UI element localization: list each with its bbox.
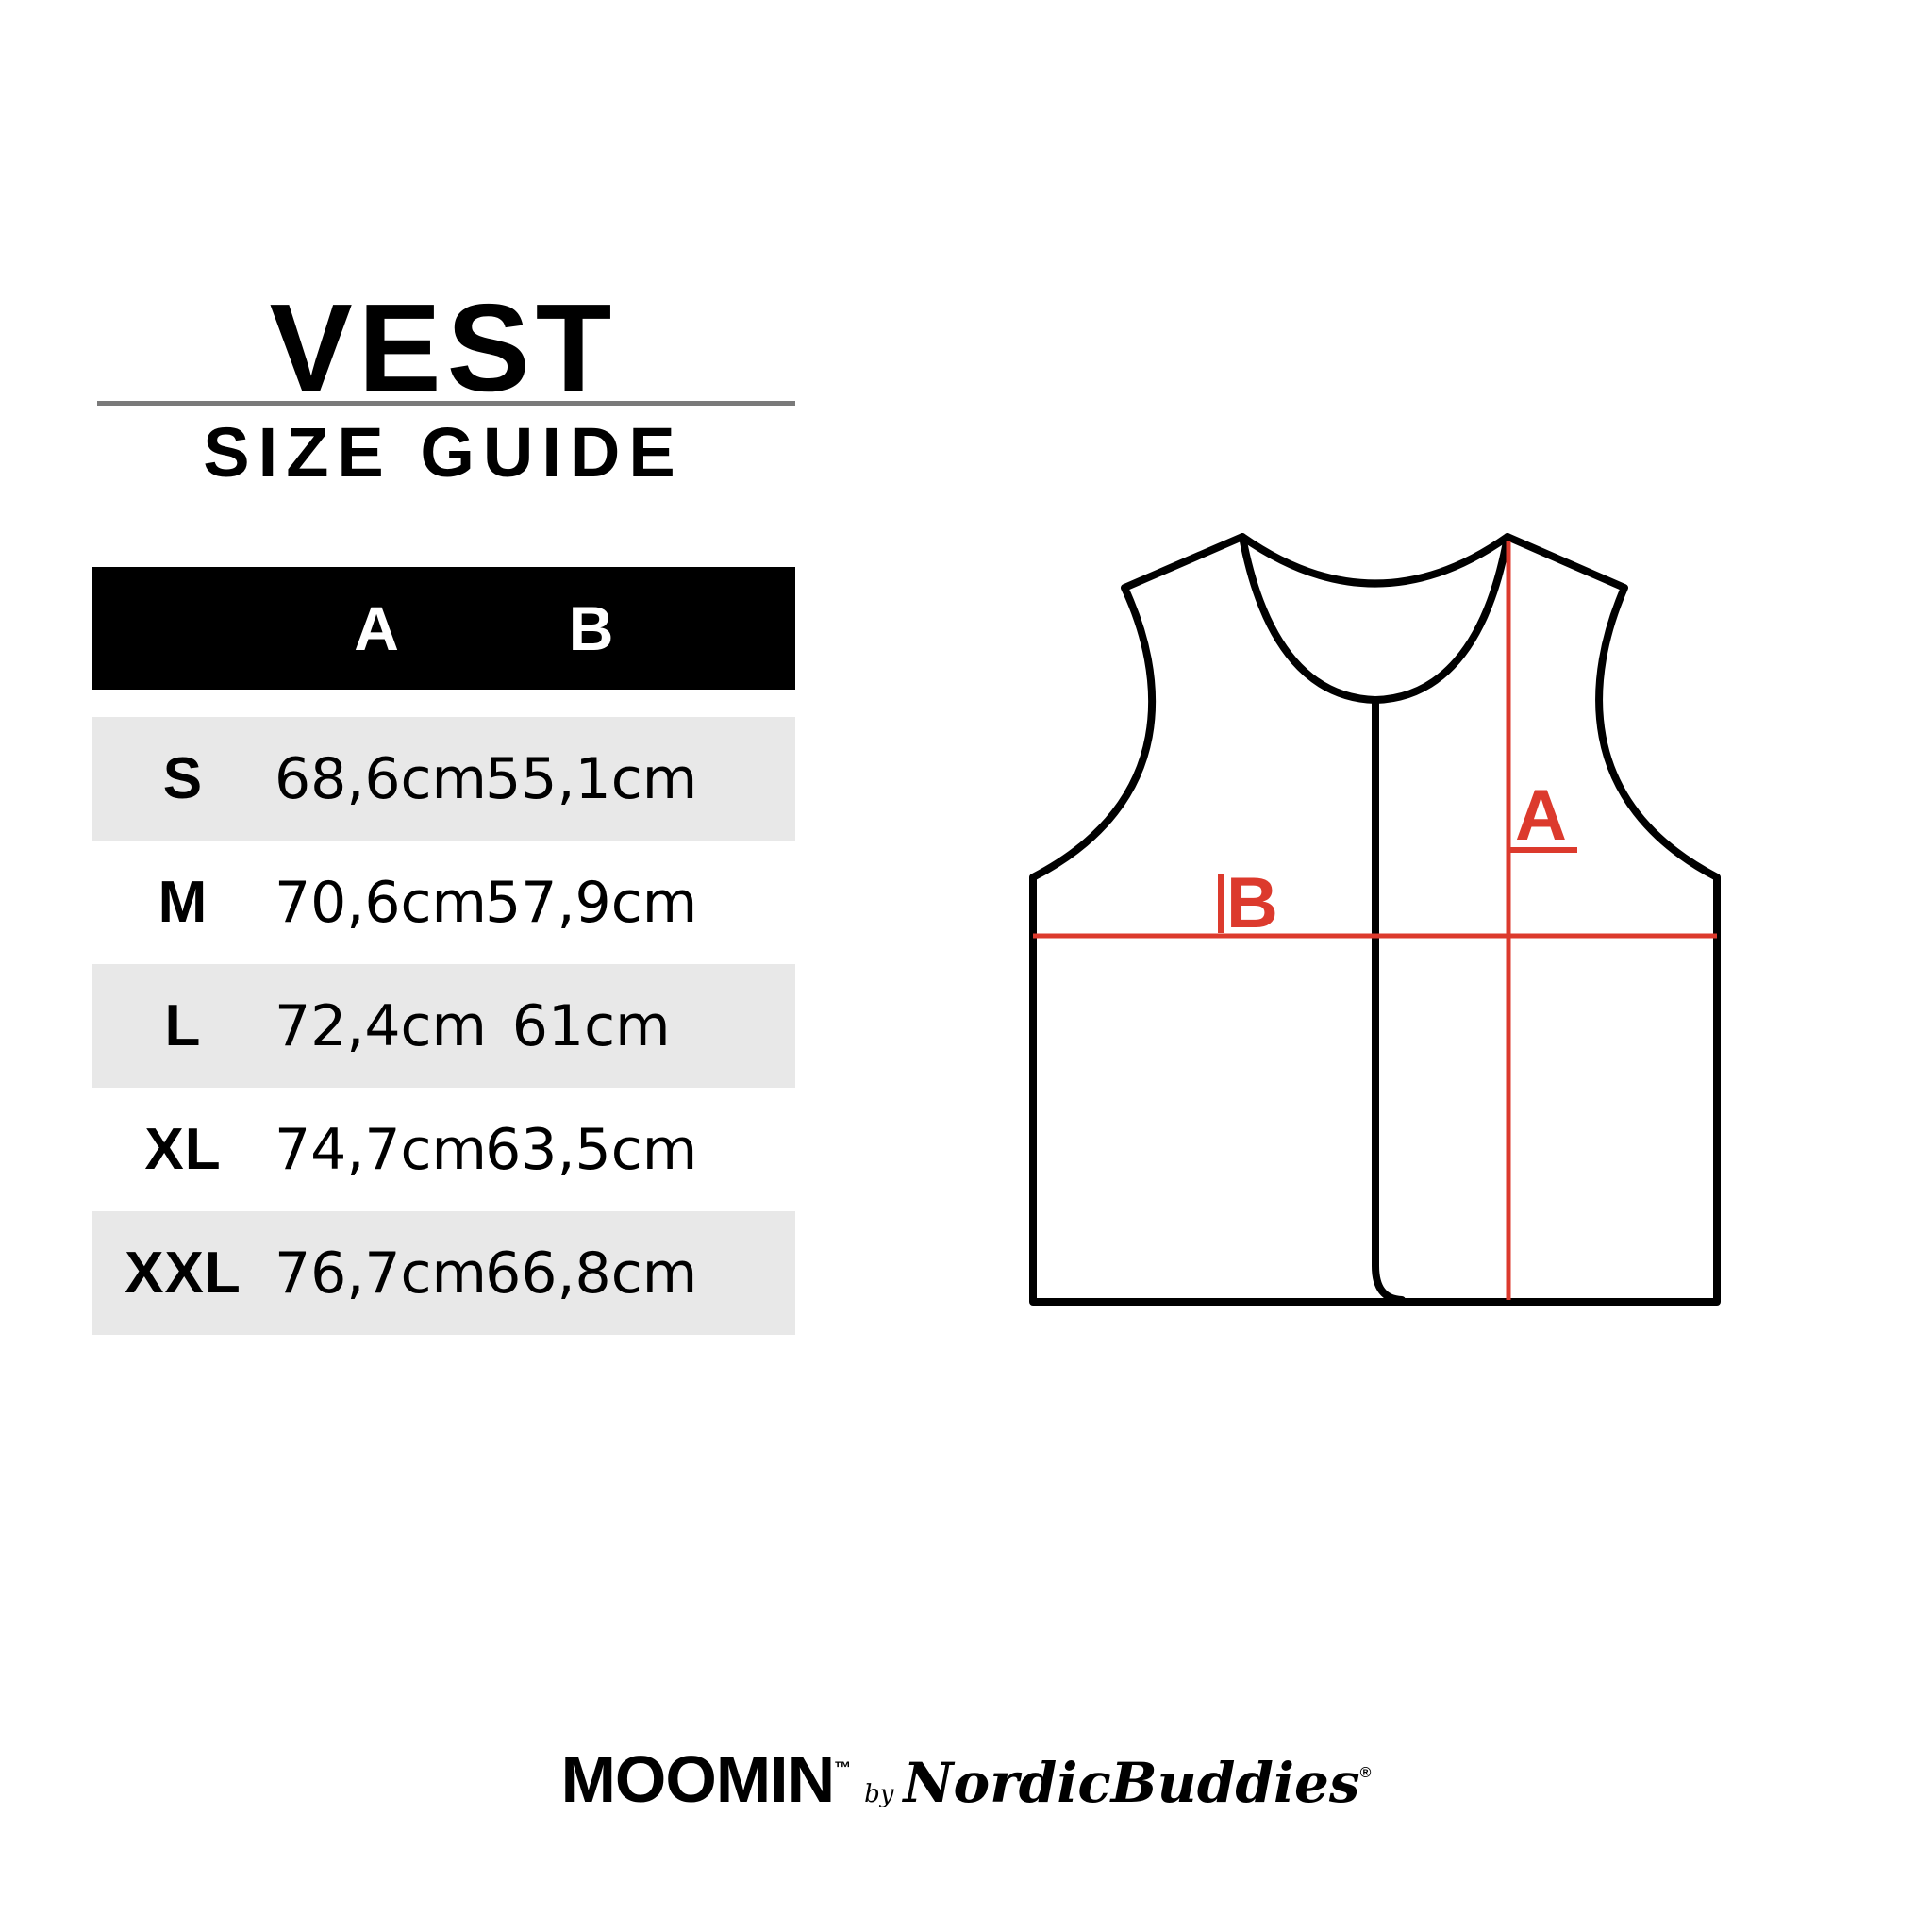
- moomin-logo-text: MOOMIN: [560, 1742, 836, 1816]
- title-divider: [97, 401, 795, 406]
- measurement-a: 70,6cm: [274, 869, 487, 936]
- column-header-a: A: [354, 593, 399, 663]
- table-row: XL 74,7cm 63,5cm: [92, 1088, 795, 1211]
- measurement-b: 63,5cm: [485, 1116, 698, 1183]
- nordicbuddies-logo-text: NordicBuddies: [903, 1751, 1360, 1815]
- nordicbuddies-registered-mark: ®: [1359, 1765, 1372, 1781]
- brand-by-text: by: [864, 1780, 894, 1808]
- vest-diagram: A B: [1029, 533, 1721, 1306]
- measurement-a: 72,4cm: [274, 992, 487, 1059]
- measurement-b: 66,8cm: [485, 1240, 698, 1307]
- size-table: A B S 68,6cm 55,1cm M 70,6cm 57,9cm L 72…: [92, 567, 795, 1335]
- column-header-b: B: [568, 593, 614, 663]
- measurement-b: 57,9cm: [485, 869, 698, 936]
- size-table-body: S 68,6cm 55,1cm M 70,6cm 57,9cm L 72,4cm…: [92, 717, 795, 1335]
- size-label: XXL: [125, 1241, 242, 1306]
- size-label: M: [158, 870, 208, 935]
- vest-center-front-line: [1372, 696, 1406, 1304]
- measurement-a: 76,7cm: [274, 1240, 487, 1307]
- size-label: S: [162, 746, 204, 811]
- size-table-header: A B: [92, 567, 795, 690]
- label-b: B: [1226, 863, 1278, 943]
- measurement-b: 55,1cm: [485, 745, 698, 812]
- table-row: M 70,6cm 57,9cm: [92, 841, 795, 964]
- size-label: XL: [144, 1117, 222, 1182]
- table-row: S 68,6cm 55,1cm: [92, 717, 795, 841]
- page-subtitle: SIZE GUIDE: [203, 413, 684, 491]
- moomin-trademark: ™: [834, 1758, 852, 1777]
- measurement-a: 68,6cm: [274, 745, 487, 812]
- label-a: A: [1515, 775, 1567, 856]
- measurement-b: 61cm: [511, 992, 671, 1059]
- table-row: XXL 76,7cm 66,8cm: [92, 1211, 795, 1335]
- measurement-a: 74,7cm: [274, 1116, 487, 1183]
- size-label: L: [164, 993, 202, 1058]
- page-title: VEST: [269, 278, 618, 417]
- table-row: L 72,4cm 61cm: [92, 964, 795, 1088]
- brand-logo: MOOMIN ™ by NordicBuddies ®: [0, 1741, 1932, 1817]
